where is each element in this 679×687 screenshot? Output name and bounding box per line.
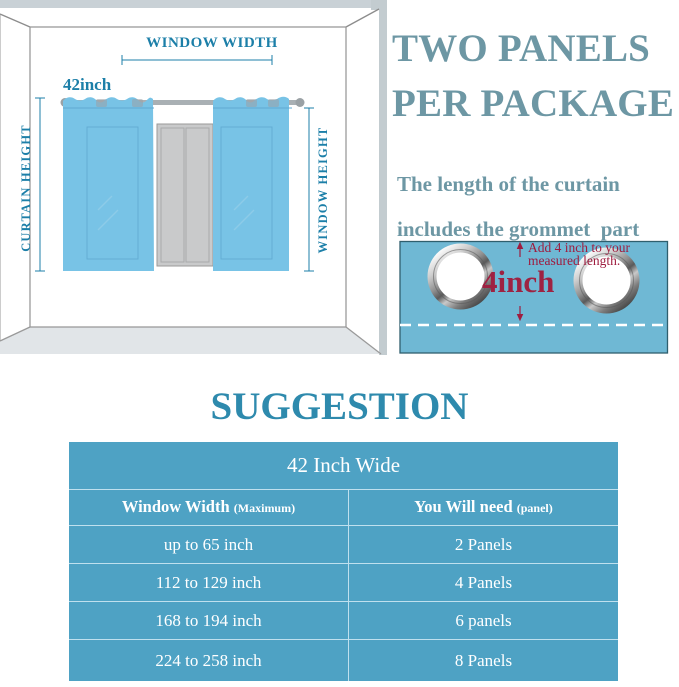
svg-text:4inch: 4inch [482, 264, 554, 299]
svg-text:measured length.: measured length. [528, 253, 620, 268]
